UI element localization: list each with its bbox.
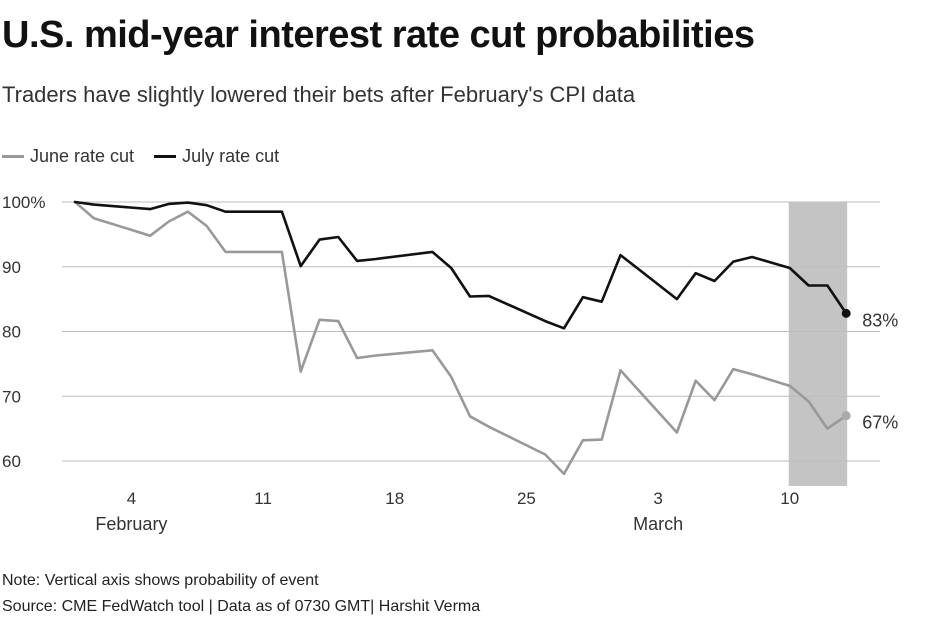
x-tick-label: 25: [517, 489, 536, 508]
x-tick-label: 10: [780, 489, 799, 508]
chart-source: Source: CME FedWatch tool | Data as of 0…: [2, 598, 481, 615]
series-line-june: [73, 200, 848, 476]
y-tick-label: 100%: [2, 193, 45, 212]
series-line-july: [73, 200, 848, 330]
x-tick-month-label: February: [95, 514, 167, 534]
series-end-marker-june: [841, 411, 851, 421]
x-tick-month-label: March: [633, 514, 683, 534]
y-tick-label: 70: [2, 387, 21, 406]
legend-swatch-june: [2, 155, 24, 158]
legend-label-july: July rate cut: [182, 146, 280, 166]
y-tick-label: 90: [2, 258, 21, 277]
line-chart: 100% 90 80 70 60 4 February 11 18 25 3 March 10 67% 83…: [2, 193, 898, 534]
series-end-label-june: 67%: [862, 413, 898, 433]
chart-note: Note: Vertical axis shows probability of…: [2, 572, 319, 589]
x-tick-label: 4: [127, 489, 136, 508]
y-tick-label: 80: [2, 323, 21, 342]
legend-item-july: July rate cut: [154, 146, 279, 167]
y-tick-label: 60: [2, 452, 21, 471]
legend-swatch-july: [154, 155, 177, 158]
legend: June rate cut July rate cut: [2, 146, 299, 167]
x-tick-label: 11: [254, 489, 272, 508]
x-tick-label: 3: [653, 489, 662, 508]
series-end-marker-july: [841, 308, 851, 318]
chart-title: U.S. mid-year interest rate cut probabil…: [2, 14, 755, 56]
x-tick-label: 18: [385, 489, 404, 508]
legend-label-june: June rate cut: [30, 146, 135, 166]
chart-subtitle: Traders have slightly lowered their bets…: [2, 82, 636, 107]
highlight-band: [788, 202, 848, 486]
series-end-label-july: 83%: [862, 310, 898, 330]
legend-item-june: June rate cut: [2, 146, 134, 167]
